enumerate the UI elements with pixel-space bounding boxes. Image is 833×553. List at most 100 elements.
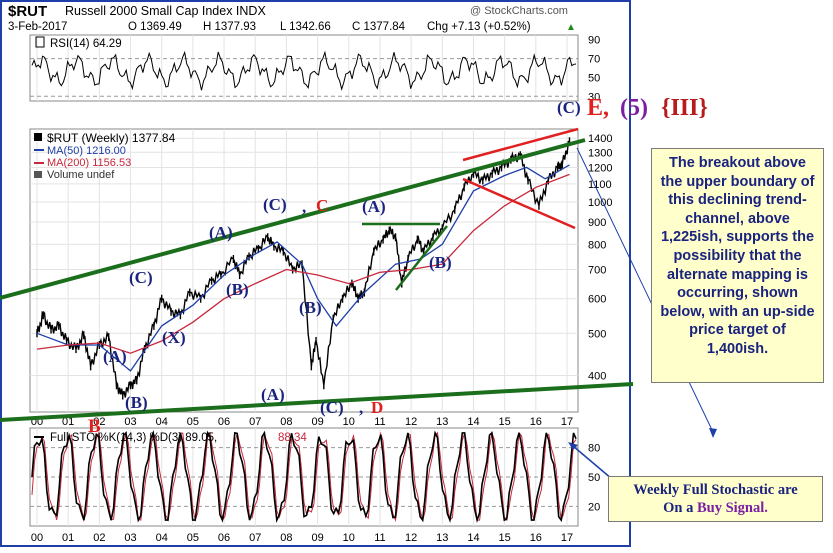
- stochastic-callout-line2: On a Buy Signal.: [611, 499, 820, 517]
- x-tick-label: 05: [187, 416, 199, 428]
- y-tick-label: 600: [588, 294, 606, 306]
- rsi-label: RSI(14) 64.29: [50, 38, 122, 50]
- stochastic-callout-line1: Weekly Full Stochastic are: [633, 482, 798, 498]
- stochastic-pointer-line: [572, 445, 613, 480]
- x-tick-label: 11: [374, 416, 385, 428]
- x-tick-label-bottom: 12: [405, 532, 417, 544]
- price-line: [36, 140, 570, 398]
- x-tick-label: 12: [405, 416, 417, 428]
- x-tick-label-bottom: 07: [249, 532, 261, 544]
- price-legend-icon: [34, 133, 42, 141]
- x-tick-label-bottom: 17: [561, 532, 573, 544]
- y-tick-label: 900: [588, 217, 606, 229]
- x-tick-label-bottom: 16: [530, 532, 542, 544]
- lower-channel-line: [0, 382, 634, 422]
- price-series: [36, 137, 571, 400]
- stochastic-tick-label: 50: [588, 472, 600, 484]
- x-tick-label-bottom: 08: [280, 532, 292, 544]
- stochastic-value: 88.34: [278, 432, 307, 444]
- stochastic-callout-signal: Buy Signal.: [696, 500, 768, 516]
- volume-legend-icon: [34, 171, 42, 178]
- x-tick-label-bottom: 04: [156, 532, 168, 544]
- y-tick-label: 1100: [588, 179, 612, 191]
- rsi-series: [31, 50, 577, 91]
- breakout-callout: The breakout above the upper boundary of…: [651, 148, 824, 383]
- wave-label-a3: (A): [261, 385, 285, 404]
- price-legend-title: $RUT (Weekly) 1377.84: [47, 131, 176, 145]
- green-rising-line: [395, 225, 448, 291]
- x-tick-label-bottom: 15: [499, 532, 511, 544]
- wave-label-b-letter: B: [88, 416, 101, 437]
- stochastic-tick-label: 80: [588, 443, 600, 455]
- wave-label-b4: (B): [429, 253, 452, 272]
- x-tick-label-bottom: 02: [93, 532, 105, 544]
- x-tick-label: 06: [218, 416, 230, 428]
- stochastic-label: Full STO %K(14,3) %D(3) 89.05,: [50, 432, 217, 444]
- y-tick-label: 1200: [588, 162, 612, 174]
- quote-open: O 1369.49: [128, 21, 182, 33]
- rsi-tick-label: 30: [588, 91, 600, 103]
- x-tick-label-bottom: 03: [124, 532, 136, 544]
- x-tick-label-bottom: 14: [467, 532, 479, 544]
- x-tick-label-bottom: 01: [62, 532, 74, 544]
- rsi-tick-label: 70: [588, 54, 600, 66]
- wave-label-top-c: (C): [557, 98, 581, 117]
- callout-pointer-arrowhead: [709, 428, 717, 438]
- wave-label-x: (X): [162, 328, 186, 347]
- x-tick-label-bottom: 10: [343, 532, 355, 544]
- y-tick-label: 1400: [588, 133, 612, 145]
- x-tick-label: 02: [93, 416, 105, 428]
- change-up-arrow: ▲: [566, 22, 576, 33]
- x-tick-label-bottom: 13: [436, 532, 448, 544]
- quote-low: L 1342.66: [280, 21, 331, 33]
- quote-high: H 1377.93: [203, 21, 256, 33]
- y-tick-label: 1300: [588, 147, 612, 159]
- x-tick-label: 08: [280, 416, 292, 428]
- y-tick-label: 400: [588, 371, 606, 383]
- x-tick-label: 10: [343, 416, 355, 428]
- volume-legend: Volume undef: [47, 169, 115, 181]
- y-tick-label: 1000: [588, 197, 612, 209]
- x-tick-label: 15: [499, 416, 511, 428]
- quote-change: Chg +7.13 (+0.52%): [427, 21, 531, 33]
- rsi-tick-label: 50: [588, 72, 600, 84]
- stochastic-k-line: [31, 430, 577, 524]
- quote-date: 3-Feb-2017: [8, 21, 67, 33]
- x-tick-label: 14: [467, 416, 479, 428]
- x-tick-label-bottom: 06: [218, 532, 230, 544]
- x-tick-label: 03: [124, 416, 136, 428]
- wave-label-b3: (B): [299, 298, 322, 317]
- wave-label-c2-sep: ,: [302, 197, 306, 216]
- rsi-icon: [35, 36, 45, 48]
- rsi-line: [31, 50, 577, 91]
- wave-label-top-iii: {III}: [661, 95, 708, 121]
- wave-label-c2-letter: C: [316, 196, 328, 215]
- symbol-title: $RUT: [8, 3, 47, 20]
- axis-ticks: 0000010102020303040405050606070708080909…: [31, 35, 613, 544]
- x-tick-label: 01: [62, 416, 74, 428]
- quote-close: C 1377.84: [352, 21, 406, 33]
- index-name: Russell 2000 Small Cap Index INDX: [65, 4, 266, 18]
- y-tick-label: 800: [588, 239, 606, 251]
- red-resistance-line: [462, 127, 579, 162]
- wave-label-a2: (A): [209, 223, 233, 242]
- wave-label-top-5: (5): [620, 95, 648, 121]
- ma200-legend: MA(200) 1156.53: [47, 157, 131, 169]
- ma50-legend: MA(50) 1216.00: [47, 145, 126, 157]
- x-tick-label-bottom: 11: [374, 532, 385, 544]
- ma200-line: [36, 173, 570, 354]
- stochastic-d-line: [31, 430, 577, 523]
- wave-label-c1: (C): [129, 268, 153, 287]
- x-tick-label: 13: [436, 416, 448, 428]
- wave-label-top-e: E,: [587, 95, 609, 121]
- x-tick-label: 04: [156, 416, 168, 428]
- stochastic-callout: Weekly Full Stochastic are On a Buy Sign…: [608, 476, 823, 522]
- ma50-line: [36, 164, 570, 372]
- wave-label-b2: (B): [226, 280, 249, 299]
- wave-label-c3: (C): [320, 398, 344, 417]
- wave-label-a1: (A): [103, 347, 127, 366]
- x-tick-label-bottom: 09: [311, 532, 323, 544]
- stochastic-series: [31, 430, 577, 524]
- callout-pointer-line: [576, 147, 714, 433]
